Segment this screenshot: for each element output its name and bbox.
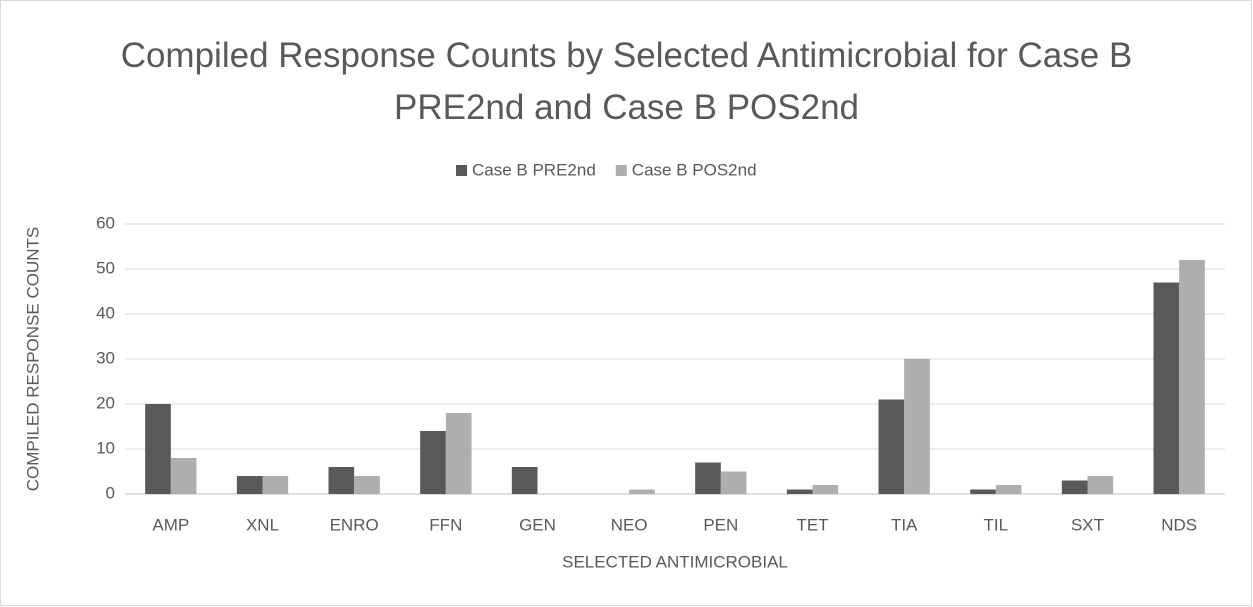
- legend-label: Case B PRE2nd: [472, 160, 596, 179]
- bar: [720, 471, 747, 494]
- x-axis-title: SELECTED ANTIMICROBIAL: [562, 552, 788, 571]
- bar: [236, 476, 263, 494]
- x-tick-label: FFN: [429, 515, 462, 534]
- x-tick-label: AMP: [152, 515, 189, 534]
- bar: [328, 467, 355, 494]
- bar: [511, 467, 538, 494]
- bar: [970, 489, 996, 494]
- x-tick-label: SXT: [1071, 515, 1104, 534]
- bar: [1153, 282, 1180, 494]
- x-tick-label: NEO: [611, 515, 648, 534]
- bar: [878, 399, 905, 494]
- y-tick-label: 10: [96, 438, 115, 457]
- y-tick-label: 40: [96, 303, 115, 322]
- y-tick-label: 50: [96, 258, 115, 277]
- bar: [145, 404, 171, 494]
- legend-swatch: [615, 165, 627, 176]
- legend-label: Case B POS2nd: [632, 160, 757, 179]
- bar: [1087, 476, 1114, 494]
- bar: [445, 413, 472, 494]
- x-tick-label: TIL: [984, 515, 1009, 534]
- x-tick-label: ENRO: [330, 515, 379, 534]
- chart-title: Compiled Response Counts by Selected Ant…: [120, 36, 1133, 127]
- bar: [1061, 480, 1088, 494]
- bar: [170, 458, 197, 494]
- y-tick-label: 20: [96, 393, 115, 412]
- bar: [995, 485, 1022, 494]
- bar: [1179, 260, 1205, 494]
- bar: [904, 359, 930, 494]
- y-tick-label: 60: [96, 213, 115, 232]
- bar: [420, 431, 446, 494]
- x-tick-label: TIA: [891, 515, 918, 534]
- bar: [262, 476, 289, 494]
- x-tick-label: NDS: [1161, 515, 1197, 534]
- y-axis-title: COMPILED RESPONSE COUNTS: [23, 227, 42, 492]
- bar: [354, 476, 380, 494]
- y-tick-label: 0: [106, 483, 115, 502]
- bar: [629, 489, 655, 494]
- bar: [786, 489, 813, 494]
- x-tick-label: GEN: [519, 515, 556, 534]
- bar: [695, 462, 721, 494]
- bar: [812, 485, 839, 494]
- x-tick-label: XNL: [246, 515, 279, 534]
- y-tick-label: 30: [96, 348, 115, 367]
- x-tick-label: PEN: [703, 515, 738, 534]
- legend-swatch: [456, 165, 467, 176]
- x-tick-label: TET: [796, 515, 828, 534]
